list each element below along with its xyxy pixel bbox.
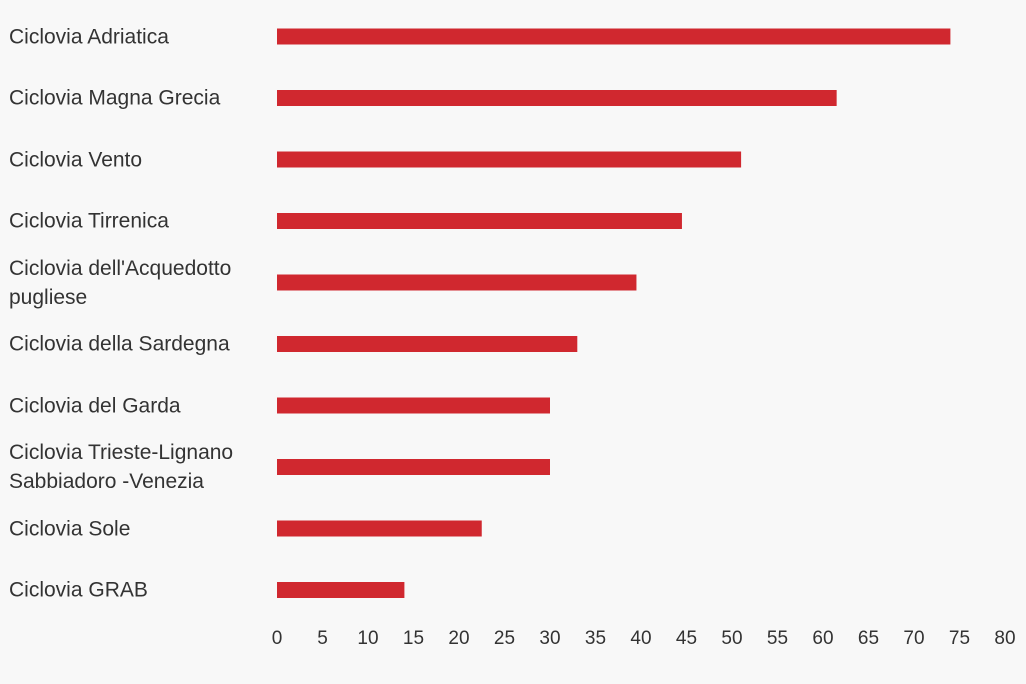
bar [277,336,578,352]
category-label: Ciclovia Adriatica [9,25,169,48]
x-tick-label: 30 [539,628,561,649]
x-tick-label: 5 [317,628,328,649]
x-tick-label: 40 [630,628,652,649]
category-label: Ciclovia dell'Acquedotto pugliese [9,256,232,309]
x-tick-label: 50 [721,628,743,649]
bar [277,582,405,598]
x-tick-label: 75 [948,628,971,649]
bar [277,397,550,414]
x-tick-label: 20 [448,628,470,649]
x-tick-label: 60 [812,628,834,649]
category-label: Ciclovia Trieste-Lignano Sabbiadoro -Ven… [9,441,234,493]
bar [277,28,951,45]
x-tick-label: 65 [857,628,880,649]
x-tick-label: 15 [402,628,425,649]
bar [277,274,637,291]
category-label: Ciclovia della Sardegna [9,332,230,356]
bar [277,151,742,168]
bar [277,520,482,537]
x-tick-label: 25 [493,628,516,649]
x-tick-label: 70 [903,628,925,649]
category-label: Ciclovia Vento [9,148,143,171]
x-tick-label: 0 [271,628,283,649]
category-label: Ciclovia Sole [9,517,131,540]
x-tick-label: 80 [994,628,1016,649]
category-label: Ciclovia GRAB [9,578,148,602]
category-label: Ciclovia Tirrenica [9,209,169,233]
bar [277,459,550,475]
x-tick-label: 35 [584,628,607,649]
category-label: Ciclovia del Garda [9,394,181,417]
category-label: Ciclovia Magna Grecia [9,86,221,110]
x-tick-label: 55 [766,628,789,649]
bar [277,90,837,106]
x-tick-label: 45 [675,628,698,649]
bar [277,213,682,229]
x-tick-label: 10 [357,628,379,649]
